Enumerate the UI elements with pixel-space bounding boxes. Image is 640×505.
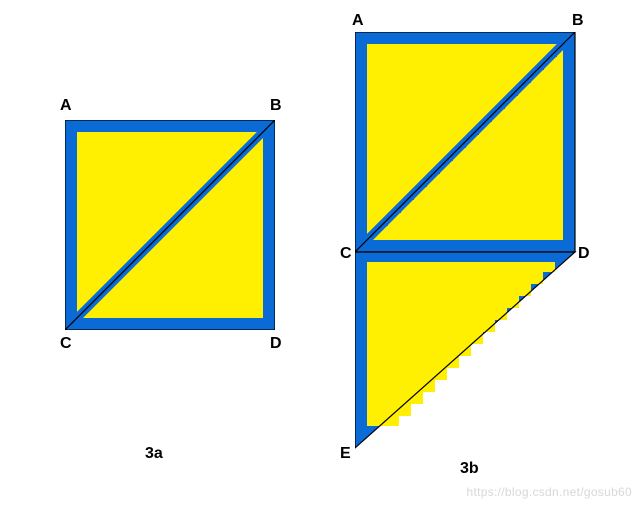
figure-3b <box>355 32 579 452</box>
watermark: https://blog.csdn.net/gosub60 <box>467 485 632 499</box>
vertex-A-3a: A <box>60 97 72 115</box>
vertex-E-3b: E <box>340 445 351 463</box>
diagram-canvas: A B C D A B C D E 3a 3b https://blog.csd… <box>0 0 640 505</box>
vertex-D-3a: D <box>270 335 282 353</box>
caption-3a: 3a <box>145 445 163 463</box>
vertex-D-3b: D <box>578 245 590 263</box>
vertex-B-3a: B <box>270 97 282 115</box>
vertex-C-3b: C <box>340 245 352 263</box>
vertex-C-3a: C <box>60 335 72 353</box>
caption-3b: 3b <box>460 460 479 478</box>
figure-3a <box>65 120 275 330</box>
vertex-A-3b: A <box>352 12 364 30</box>
vertex-B-3b: B <box>572 12 584 30</box>
